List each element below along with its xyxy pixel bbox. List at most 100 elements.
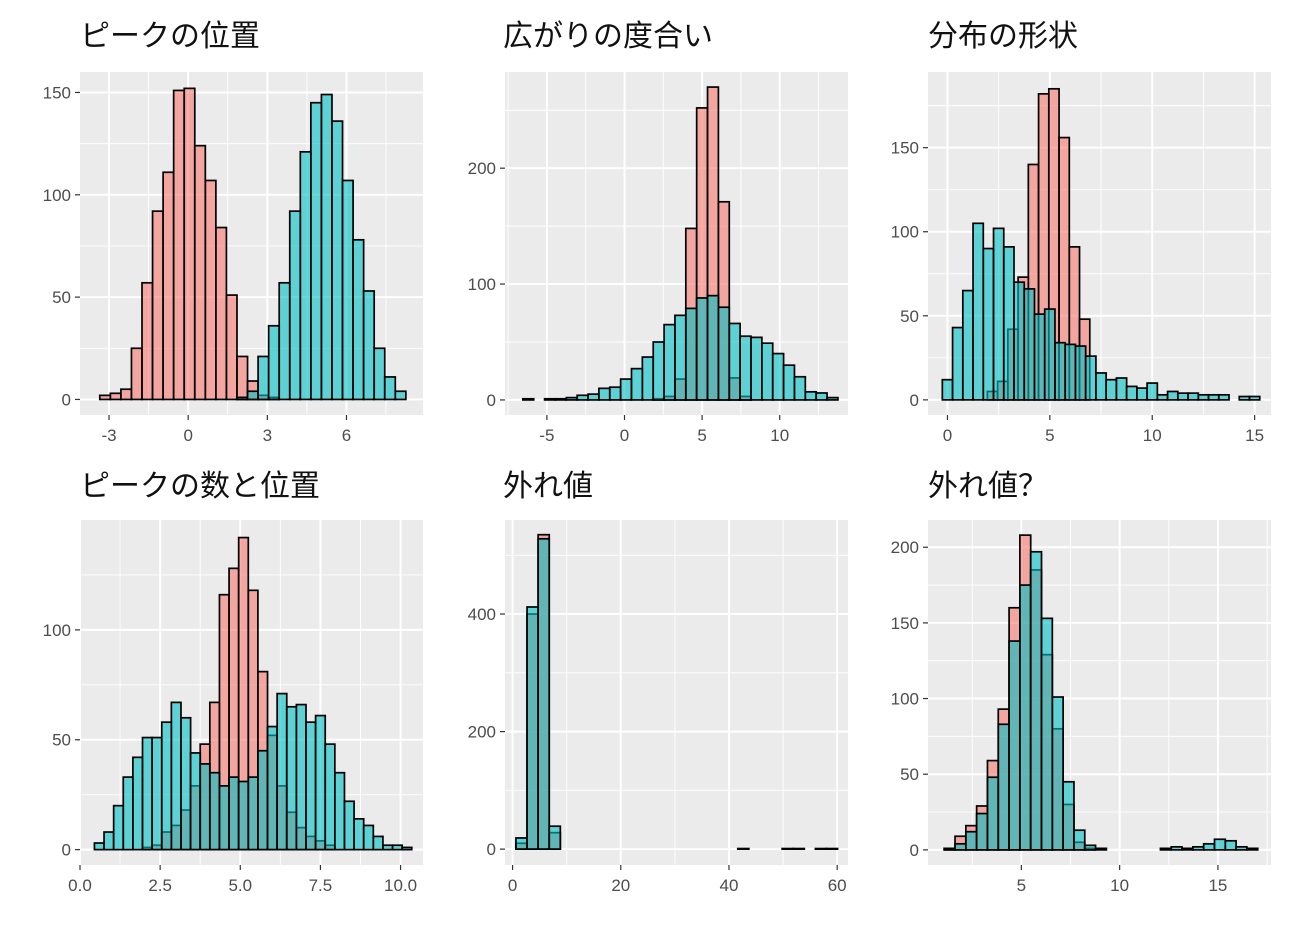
histogram-bar: [320, 93, 333, 401]
histogram-bar: [825, 847, 839, 850]
histogram-bar: [951, 326, 964, 401]
histogram-bar: [975, 812, 989, 851]
y-tick-label: 100: [43, 186, 71, 205]
histogram-bar: [684, 307, 698, 401]
y-tick-label: 150: [891, 139, 919, 158]
x-tick-label: 5.0: [228, 876, 252, 895]
histogram-bar: [961, 289, 974, 401]
y-tick-label: 200: [468, 723, 496, 742]
histogram-bar: [815, 392, 828, 401]
histogram-bar: [1181, 847, 1194, 851]
x-tick-label: -5: [539, 426, 554, 445]
x-tick-label: 10: [1110, 876, 1129, 895]
histogram-bar: [225, 294, 238, 401]
series-b-bars: [941, 222, 1261, 401]
histogram-bar: [1136, 387, 1148, 401]
y-tick-label: 50: [900, 307, 919, 326]
histogram-bar: [641, 356, 655, 401]
x-tick-label: 15: [1245, 426, 1264, 445]
histogram-bar: [228, 776, 240, 851]
histogram-bar: [515, 837, 528, 850]
histogram-bar: [761, 342, 774, 401]
histogram-bar: [943, 847, 956, 851]
x-tick-label: 0: [508, 876, 517, 895]
histogram-bar: [310, 101, 323, 401]
series-a-bars: [98, 87, 281, 401]
histogram-bar: [1043, 308, 1056, 401]
y-tick-label: 50: [52, 288, 71, 307]
histogram-bar: [343, 800, 355, 851]
histogram-bar: [151, 210, 164, 401]
x-tick-label: 7.5: [309, 876, 333, 895]
histogram-bar: [598, 387, 611, 401]
histogram-bar: [652, 341, 665, 401]
histogram-bar: [1040, 617, 1054, 851]
y-tick-label: 50: [900, 765, 919, 784]
histogram-bar: [1246, 847, 1259, 851]
y-tick-label: 100: [43, 621, 71, 640]
histogram-bar: [587, 393, 600, 401]
y-tick-label: 0: [910, 391, 919, 410]
histogram-bar: [266, 725, 278, 851]
histogram-bar: [548, 825, 562, 850]
histogram-bar: [299, 150, 312, 401]
histogram-bar: [781, 847, 795, 850]
histogram-bar: [739, 335, 752, 401]
histogram-bar: [736, 847, 750, 850]
x-tick-label: 2.5: [148, 876, 172, 895]
histogram-bar: [391, 844, 404, 851]
histogram-bar: [1094, 847, 1108, 851]
panel-title-6: 外れ値？: [928, 469, 1048, 504]
histogram-bar: [1013, 281, 1026, 401]
x-tick-label: 60: [828, 876, 847, 895]
histogram-bar: [295, 703, 307, 851]
histogram-bar: [288, 210, 302, 401]
x-tick-label: 15: [1208, 876, 1227, 895]
histogram-bar: [112, 804, 125, 851]
histogram-bar: [1146, 382, 1159, 401]
histogram-bar: [792, 847, 806, 850]
histogram-bar: [341, 179, 354, 401]
y-tick-label: 0: [62, 390, 71, 409]
histogram-bar: [276, 692, 288, 851]
histogram-bar: [373, 347, 386, 401]
series-b-bars: [93, 692, 413, 851]
histogram-bar: [554, 397, 568, 401]
histogram-bar: [372, 835, 384, 851]
series-b-bars: [943, 550, 1259, 851]
histogram-bar: [183, 87, 196, 401]
series-b-bars: [515, 537, 839, 850]
histogram-bar: [521, 397, 535, 401]
histogram-bar: [706, 294, 720, 401]
histogram-bar: [1187, 392, 1200, 401]
histogram-bar: [103, 831, 115, 851]
histogram-bar: [331, 120, 344, 401]
histogram-bar: [305, 721, 317, 851]
panel-title-5: 外れ値: [503, 469, 593, 504]
y-tick-label: 50: [52, 731, 71, 750]
y-tick-label: 0: [910, 841, 919, 860]
histogram-bar: [278, 281, 291, 401]
panel-title-3: 分布の形状: [928, 19, 1078, 54]
histogram-bar: [1084, 355, 1097, 401]
x-tick-label: 10: [770, 426, 789, 445]
histogram-bar: [1095, 372, 1108, 401]
histogram-bar: [1159, 847, 1173, 851]
histogram-bar: [1166, 390, 1179, 401]
histogram-bar: [246, 390, 259, 401]
histogram-bar: [141, 281, 154, 401]
histogram-bar: [170, 701, 182, 851]
histogram-bar: [1224, 839, 1237, 851]
histogram-bar: [218, 785, 230, 851]
x-tick-label: 5: [1045, 426, 1054, 445]
histogram-bar: [1064, 343, 1077, 401]
histogram-bar: [333, 771, 346, 851]
histogram-panel-1: -3 0 3 6 0 50 100 150: [43, 72, 423, 445]
histogram-bar: [1023, 288, 1036, 401]
histogram-bar: [314, 714, 327, 851]
histogram-bar: [695, 297, 709, 401]
histogram-bar: [982, 247, 995, 401]
histogram-bar: [771, 352, 785, 401]
